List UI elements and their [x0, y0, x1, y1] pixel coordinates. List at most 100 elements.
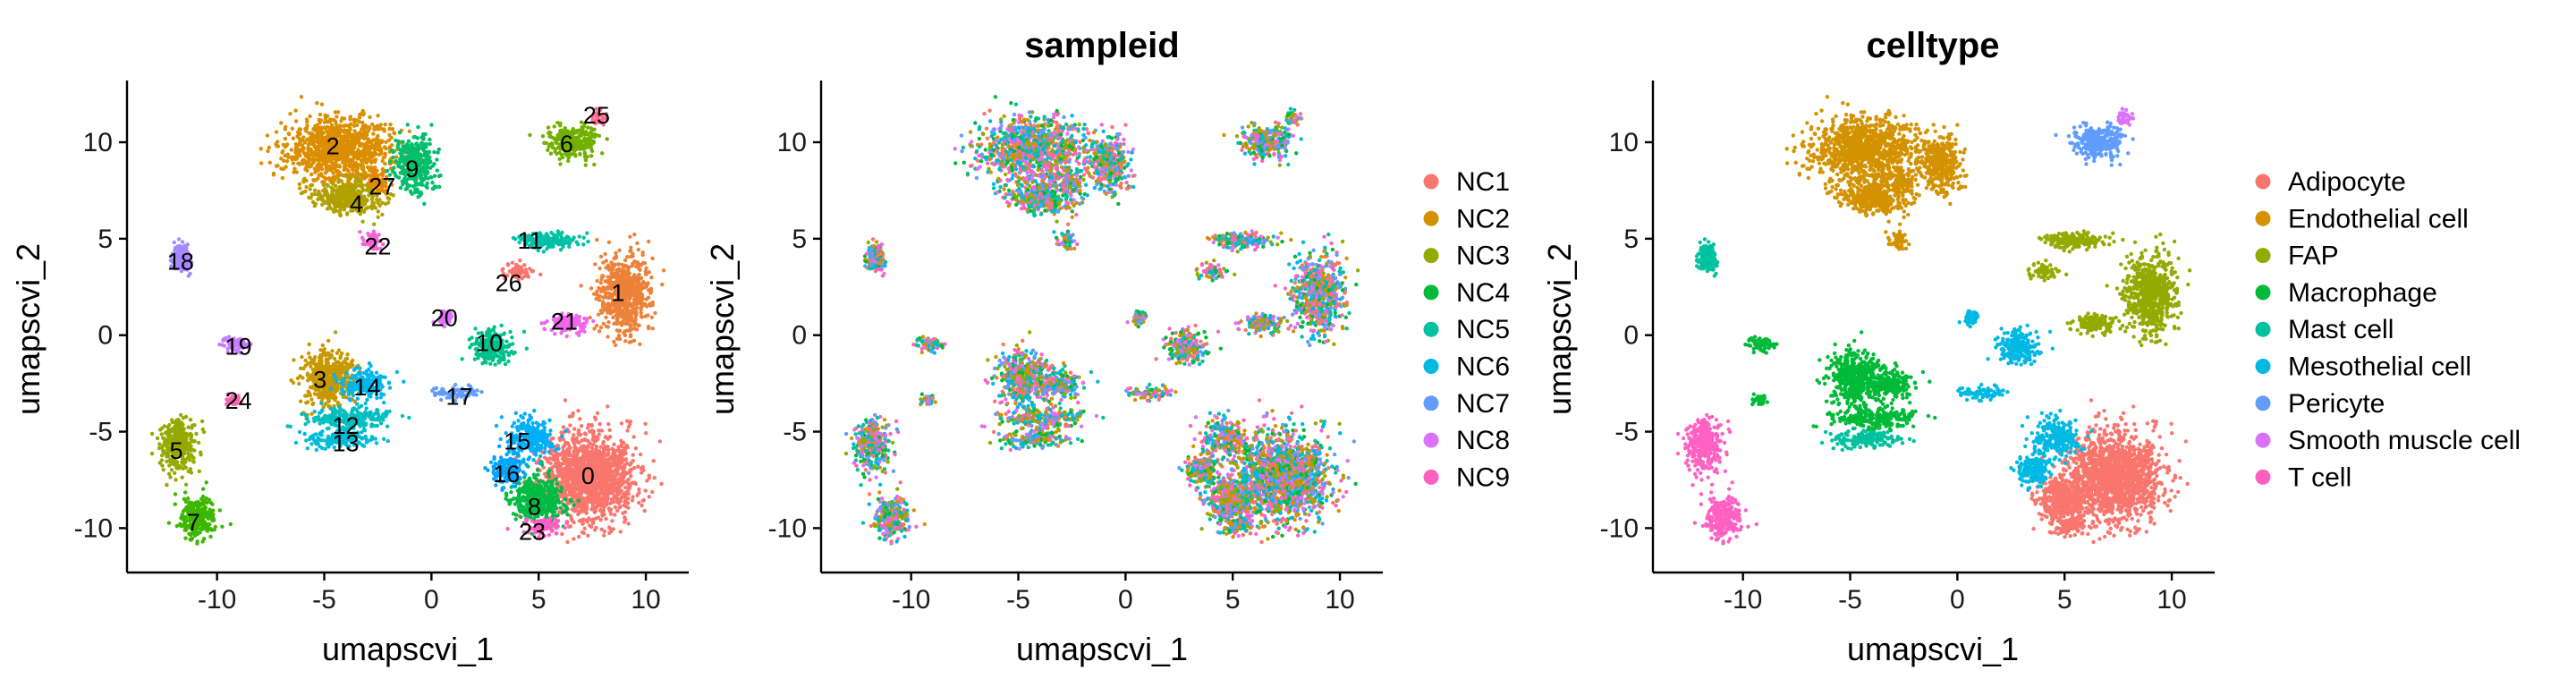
data-point	[183, 536, 188, 540]
data-point	[584, 506, 589, 511]
data-point	[599, 474, 605, 479]
data-point	[178, 424, 182, 429]
data-point	[199, 453, 203, 457]
data-point	[613, 459, 617, 463]
data-point	[647, 270, 651, 275]
data-point	[592, 415, 597, 420]
data-point	[572, 485, 577, 489]
data-point	[293, 146, 298, 150]
data-point	[610, 267, 615, 272]
data-point	[626, 522, 631, 526]
data-point	[300, 158, 305, 163]
data-point	[212, 528, 216, 532]
data-point	[327, 391, 332, 396]
data-point	[321, 349, 326, 354]
data-point	[200, 539, 205, 544]
data-point	[646, 288, 651, 293]
data-point	[280, 175, 285, 181]
data-point	[568, 423, 572, 428]
data-point	[321, 160, 326, 165]
data-point	[338, 203, 343, 208]
data-point	[572, 460, 576, 464]
data-point	[636, 247, 641, 252]
data-point	[644, 297, 648, 301]
data-point	[572, 465, 578, 471]
data-point	[334, 128, 338, 132]
data-point	[346, 123, 351, 128]
data-point	[576, 512, 580, 517]
data-point	[555, 140, 559, 146]
data-point	[607, 506, 612, 511]
data-point	[281, 166, 286, 171]
data-point	[360, 108, 365, 114]
data-point	[330, 349, 335, 353]
data-point	[595, 278, 599, 284]
data-point	[345, 352, 350, 357]
data-point	[349, 364, 353, 369]
data-point	[373, 144, 377, 148]
data-point	[285, 142, 290, 147]
data-point	[613, 262, 617, 267]
data-point	[330, 195, 335, 200]
data-point	[643, 421, 648, 426]
data-point	[640, 252, 645, 258]
data-point	[634, 264, 639, 269]
data-point	[622, 314, 627, 318]
data-point	[657, 439, 662, 444]
data-point	[625, 428, 630, 433]
data-point	[577, 519, 582, 523]
data-point	[207, 515, 211, 521]
data-point	[329, 159, 334, 164]
data-point	[329, 180, 334, 185]
data-point	[333, 110, 338, 114]
data-point	[297, 182, 302, 186]
data-point	[650, 327, 655, 331]
data-point	[376, 215, 380, 219]
data-point	[592, 132, 597, 137]
data-point	[597, 500, 602, 505]
data-point	[625, 309, 630, 314]
data-point	[555, 468, 560, 472]
data-point	[650, 256, 655, 260]
data-point	[638, 452, 643, 457]
data-point	[619, 483, 623, 488]
data-point	[209, 510, 214, 515]
data-point	[638, 262, 642, 267]
data-point	[295, 152, 300, 157]
data-point	[197, 469, 202, 473]
data-point	[559, 430, 564, 435]
data-point	[274, 130, 279, 134]
data-point	[562, 493, 566, 497]
data-point	[598, 254, 604, 259]
data-point	[623, 485, 628, 490]
data-point	[611, 315, 615, 319]
data-point	[407, 129, 411, 133]
data-point	[589, 286, 594, 291]
data-point	[185, 496, 191, 501]
data-point	[587, 136, 591, 140]
data-point	[633, 318, 638, 322]
data-point	[652, 476, 657, 480]
data-point	[594, 444, 599, 449]
data-point	[640, 305, 644, 310]
data-point	[586, 143, 590, 148]
data-point	[626, 477, 631, 482]
data-point	[317, 156, 321, 160]
data-point	[603, 435, 608, 440]
data-point	[631, 453, 635, 457]
data-point	[289, 148, 293, 152]
data-point	[157, 445, 162, 450]
data-point	[629, 339, 634, 344]
data-point	[173, 502, 177, 506]
data-point	[598, 517, 603, 522]
data-point	[578, 147, 582, 151]
data-point	[174, 418, 179, 423]
data-point	[275, 144, 279, 148]
data-point	[623, 497, 628, 503]
data-point	[373, 127, 377, 131]
data-point	[180, 523, 184, 529]
data-point	[322, 120, 327, 124]
data-point	[297, 130, 301, 135]
data-point	[368, 114, 372, 120]
data-point	[191, 459, 196, 464]
